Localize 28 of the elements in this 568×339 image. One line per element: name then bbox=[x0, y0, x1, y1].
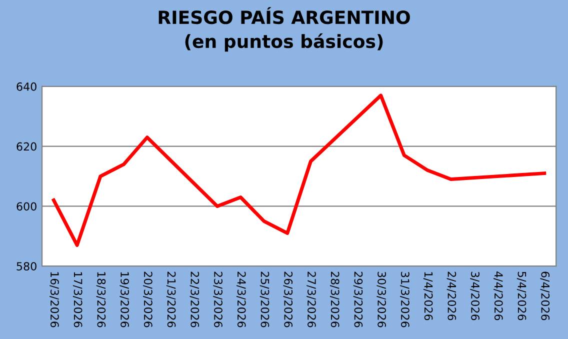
x-tick-label: 28/3/2026 bbox=[330, 272, 340, 328]
y-tick-label: 620 bbox=[16, 142, 36, 151]
x-tick-label: 16/3/2026 bbox=[50, 272, 59, 328]
x-tick-label: 27/3/2026 bbox=[306, 272, 316, 328]
y-tick-label: 600 bbox=[16, 202, 36, 211]
x-tick-label: 25/3/2026 bbox=[260, 272, 270, 328]
x-tick-label: 1/4/2026 bbox=[423, 272, 433, 320]
y-tick-label: 580 bbox=[16, 262, 36, 270]
x-tick-label: 5/4/2026 bbox=[516, 272, 526, 320]
x-tick-label: 29/3/2026 bbox=[353, 272, 363, 328]
y-tick-label: 640 bbox=[16, 82, 36, 91]
x-tick-label: 2/4/2026 bbox=[446, 272, 456, 320]
x-tick-label: 17/3/2026 bbox=[72, 272, 82, 328]
x-tick-label: 22/3/2026 bbox=[190, 272, 200, 328]
x-tick-label: 21/3/2026 bbox=[166, 272, 176, 328]
x-tick-label: 18/3/2026 bbox=[96, 272, 106, 328]
x-tick-label: 26/3/2026 bbox=[283, 272, 293, 328]
x-tick-label: 3/4/2026 bbox=[470, 272, 480, 320]
x-tick-label: 31/3/2026 bbox=[400, 272, 410, 328]
x-tick-label: 24/3/2026 bbox=[236, 272, 246, 328]
x-tick-label: 23/3/2026 bbox=[213, 272, 222, 328]
x-tick-label: 30/3/2026 bbox=[376, 272, 386, 328]
x-tick-label: 20/3/2026 bbox=[143, 272, 152, 328]
chart-title: RIESGO PAÍS ARGENTINO (en puntos básicos) bbox=[158, 7, 410, 52]
x-tick-label: 4/4/2026 bbox=[494, 272, 503, 320]
x-tick-label: 6/4/2026 bbox=[540, 272, 550, 320]
line-series bbox=[52, 94, 546, 247]
x-tick-label: 19/3/2026 bbox=[120, 272, 129, 328]
